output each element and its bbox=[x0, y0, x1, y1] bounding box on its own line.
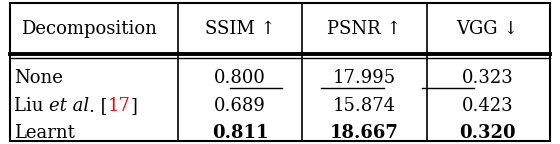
Text: 0.423: 0.423 bbox=[462, 97, 514, 115]
Text: Learnt: Learnt bbox=[14, 124, 75, 142]
Text: None: None bbox=[14, 70, 63, 88]
Text: 17: 17 bbox=[108, 97, 130, 115]
Text: PSNR ↑: PSNR ↑ bbox=[327, 20, 402, 38]
Text: Decomposition: Decomposition bbox=[21, 20, 157, 38]
Text: 18.667: 18.667 bbox=[330, 124, 399, 142]
Text: VGG ↓: VGG ↓ bbox=[456, 20, 519, 38]
Text: SSIM ↑: SSIM ↑ bbox=[205, 20, 276, 38]
Text: 0.689: 0.689 bbox=[214, 97, 266, 115]
Text: 17.995: 17.995 bbox=[333, 70, 396, 88]
Text: . [: . [ bbox=[90, 97, 108, 115]
Text: 0.800: 0.800 bbox=[214, 70, 266, 88]
Text: 15.874: 15.874 bbox=[333, 97, 396, 115]
Text: ]: ] bbox=[130, 97, 138, 115]
Text: 0.811: 0.811 bbox=[212, 124, 268, 142]
Text: et al: et al bbox=[49, 97, 90, 115]
Text: 0.323: 0.323 bbox=[462, 70, 514, 88]
Text: 0.320: 0.320 bbox=[459, 124, 516, 142]
Text: Liu: Liu bbox=[14, 97, 49, 115]
